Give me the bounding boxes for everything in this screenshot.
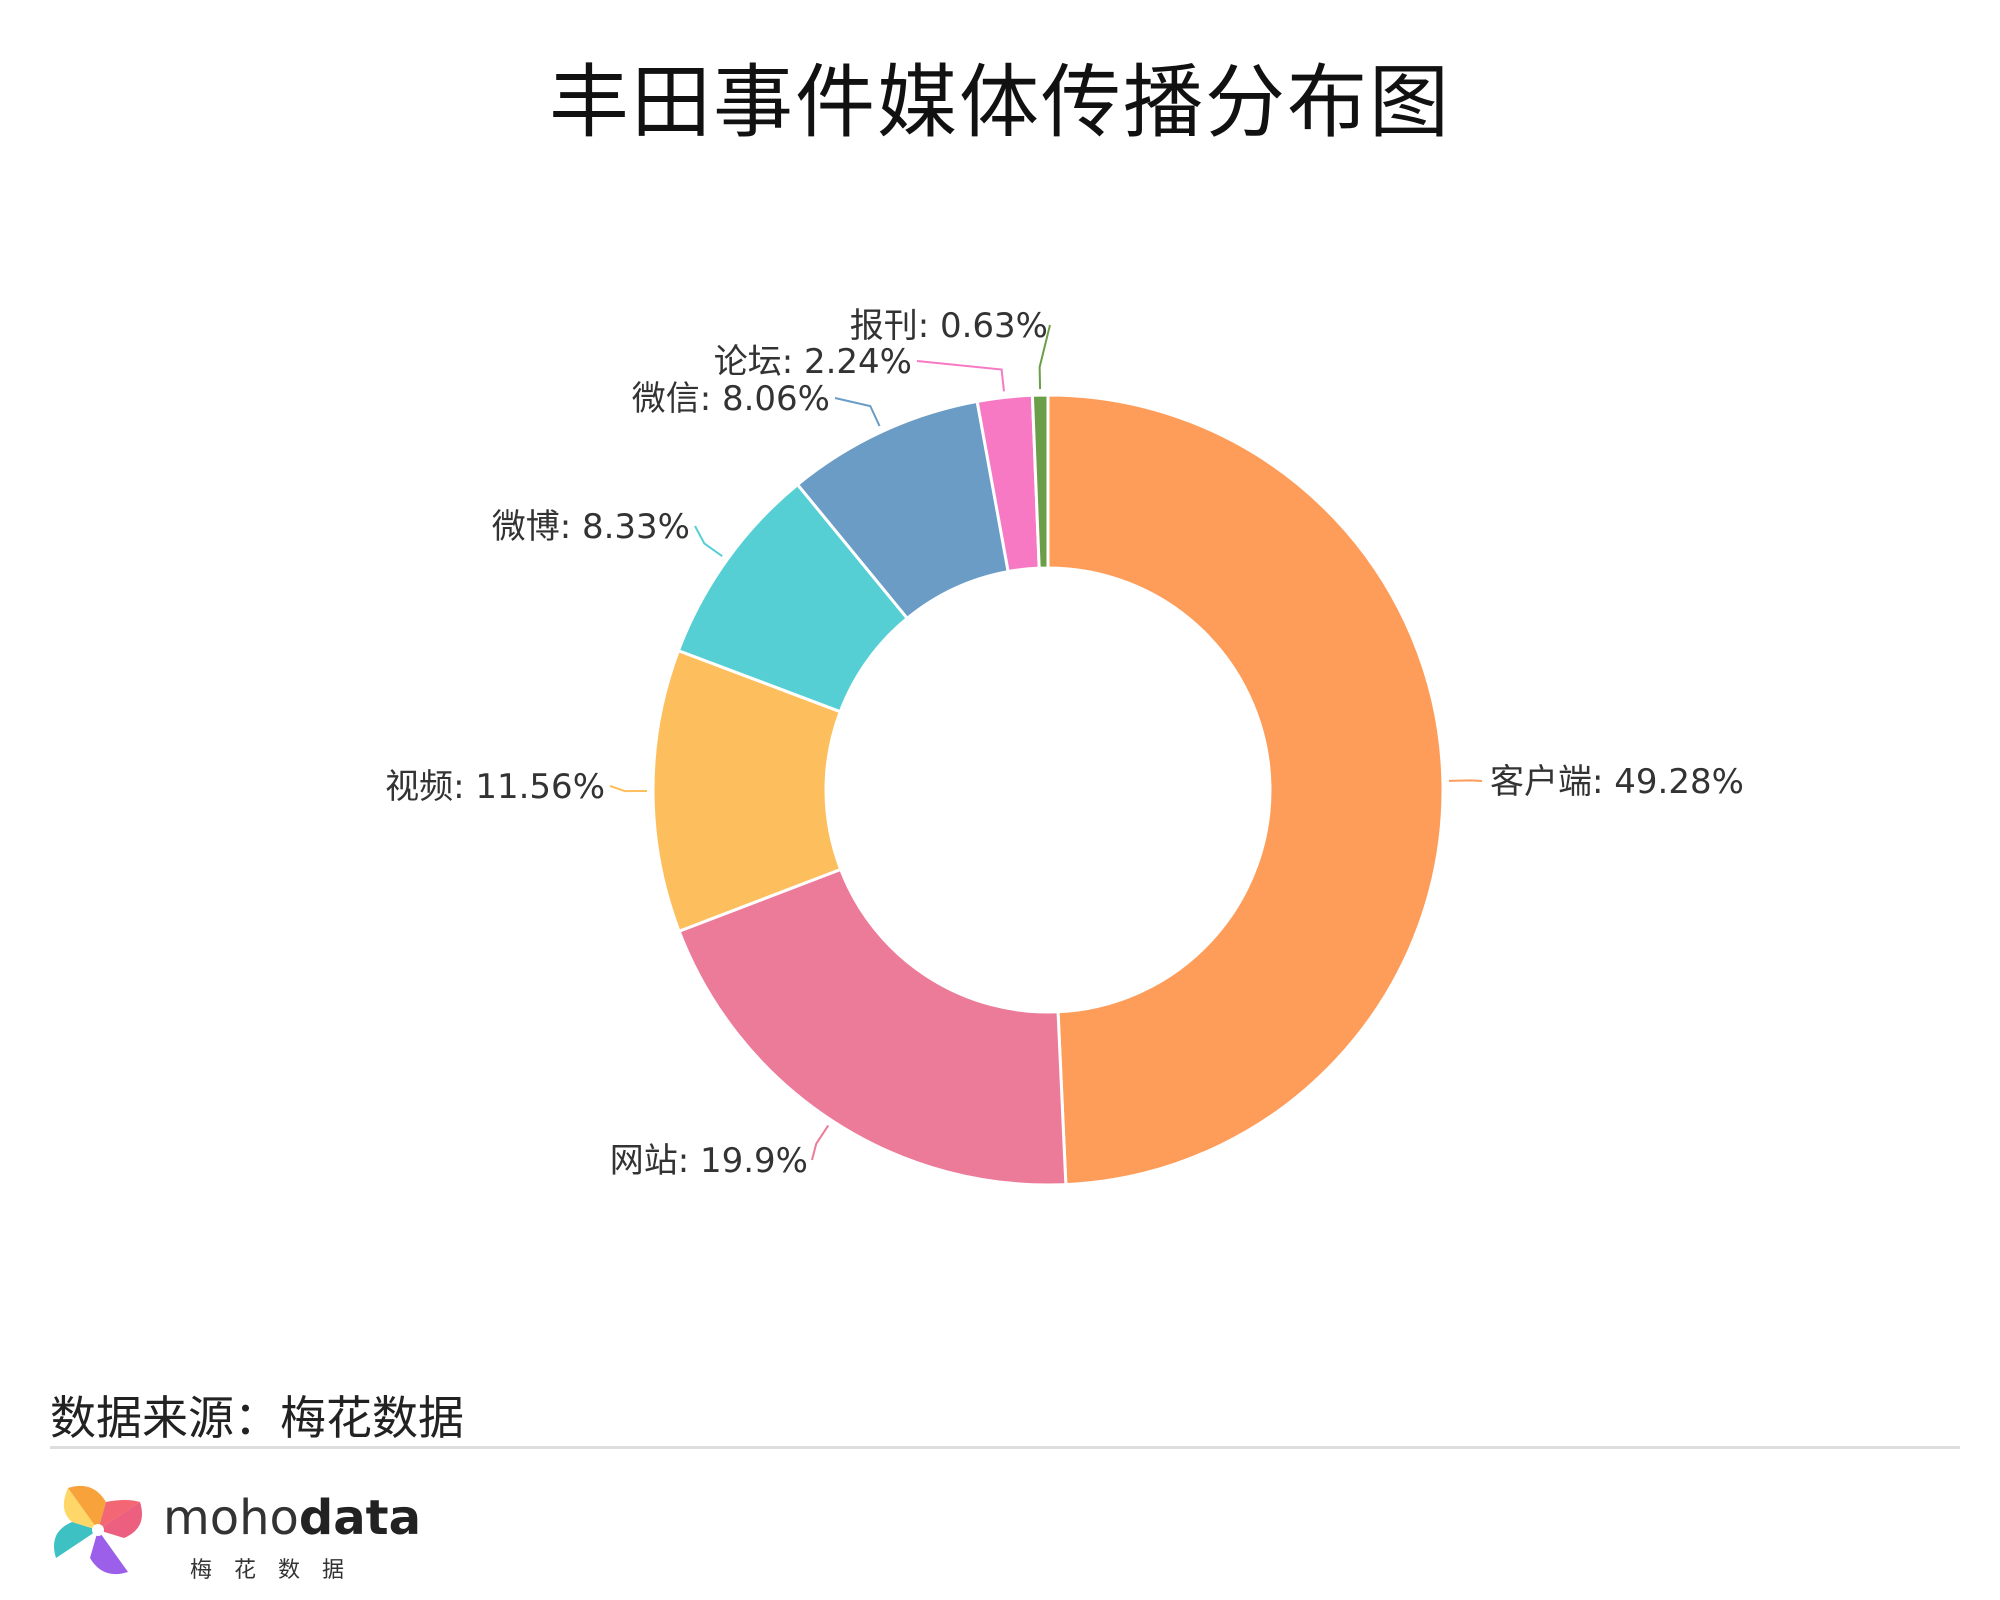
slice-label-5: 微信: 8.06% [632,379,830,419]
logo-wordmark: mohodata [163,1490,421,1546]
logo-prefix: moho [163,1490,299,1546]
donut-slice-3 [651,648,843,934]
slice-label-4: 微博: 8.33% [492,507,690,547]
slice-label-3: 视频: 11.56% [385,767,605,807]
logo-suffix: data [298,1490,422,1546]
leader-line-4 [694,525,723,558]
logo-subtitle: 梅花数据 [190,1558,367,1583]
donut-slice-2 [677,867,1068,1187]
divider [50,1446,1960,1449]
pinwheel-icon [54,1485,142,1575]
chart-title: 丰田事件媒体传播分布图 [549,56,1451,149]
data-source: 数据来源：梅花数据 [50,1391,464,1445]
leader-line-7 [1038,324,1051,390]
mohodata-logo: mohodata 梅花数据 [48,1480,428,1590]
donut-slice-1 [1046,393,1445,1187]
slice-label-1: 客户端: 49.28% [1490,762,1744,802]
slice-label-7: 报刊: 0.63% [850,306,1048,346]
slice-label-2: 网站: 19.9% [610,1141,808,1181]
donut-chart: 客户端: 49.28% 网站: 19.9% 视频: 11.56% 微博: 8.33% 微… [385,306,1744,1187]
leader-line-1 [1448,779,1483,782]
leader-line-3 [609,785,648,793]
leader-line-2 [811,1124,830,1161]
donut-slice-7 [1030,393,1050,570]
leader-line-5 [834,397,881,427]
leader-line-6 [916,360,1005,392]
slice-label-6: 论坛: 2.24% [714,342,912,382]
